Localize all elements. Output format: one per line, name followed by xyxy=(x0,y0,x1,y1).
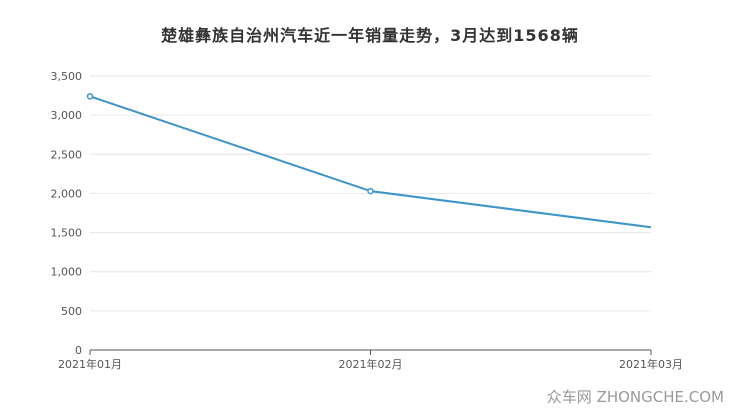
y-tick-label: 1,000 xyxy=(51,266,83,279)
data-point xyxy=(367,187,374,195)
y-tick-label: 1,500 xyxy=(51,227,83,240)
y-tick-label: 2,500 xyxy=(51,148,83,161)
y-tick-label: 2,000 xyxy=(51,187,83,200)
series-line xyxy=(89,95,652,229)
watermark: 众车网 ZHONGCHE.COM xyxy=(546,388,724,406)
data-point xyxy=(86,93,94,100)
series-layer xyxy=(86,93,652,229)
x-tick-label: 2021年02月 xyxy=(339,357,403,371)
x-tick-label: 2021年03月 xyxy=(619,357,683,371)
chart-title: 楚雄彝族自治州汽车近一年销量走势，3月达到1568辆 xyxy=(161,26,579,45)
y-tick-label: 3,000 xyxy=(51,109,83,122)
y-tick-label: 3,500 xyxy=(51,70,83,83)
axes: 0 500 1,000 1,500 2,000 2,500 3,000 3,500 2021年0… xyxy=(51,70,684,371)
y-tick-label: 0 xyxy=(75,344,82,357)
y-tick-label: 500 xyxy=(61,305,82,318)
x-tick-label: 2021年01月 xyxy=(58,357,122,371)
